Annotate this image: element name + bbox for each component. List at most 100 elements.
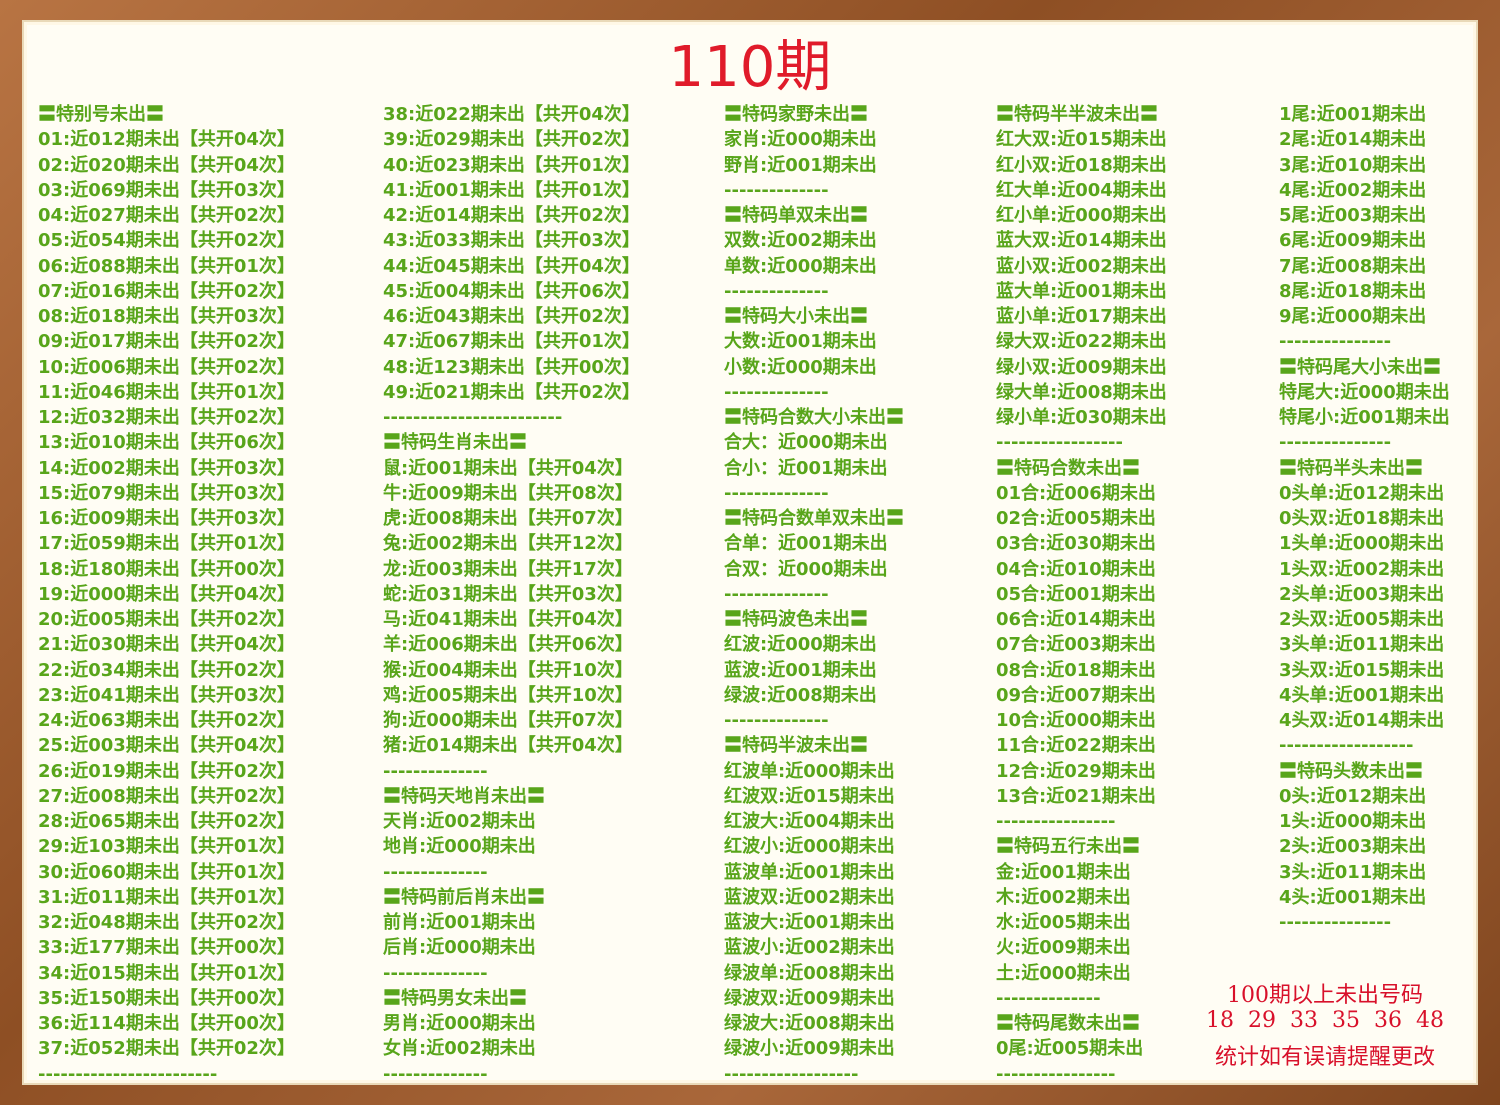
list-line: 13合:近021期未出 bbox=[996, 785, 1156, 807]
list-line: 猴:近004期未出【共开10次】 bbox=[383, 659, 633, 681]
list-line: 0头:近012期未出 bbox=[1279, 785, 1427, 807]
list-line: 09:近017期未出【共开02次】 bbox=[38, 331, 295, 353]
list-line: 47:近067期未出【共开01次】 bbox=[383, 331, 640, 353]
list-line: 33:近177期未出【共开00次】 bbox=[38, 937, 295, 959]
list-line: 8尾:近018期未出 bbox=[1279, 280, 1427, 302]
list-line: 家肖:近000期未出 bbox=[724, 129, 877, 151]
list-line: 红波小:近000期未出 bbox=[724, 836, 895, 858]
list-line: 火:近009期未出 bbox=[996, 937, 1131, 959]
list-line: ---------------- bbox=[996, 1063, 1116, 1085]
list-line: 〓特码头数未出〓 bbox=[1279, 760, 1423, 782]
list-line: 〓特码男女未出〓 bbox=[383, 987, 527, 1009]
list-line: 大数:近001期未出 bbox=[724, 331, 877, 353]
list-line: 蓝大双:近014期未出 bbox=[996, 230, 1167, 252]
list-line: 07:近016期未出【共开02次】 bbox=[38, 280, 295, 302]
list-line: 45:近004期未出【共开06次】 bbox=[383, 280, 640, 302]
list-line: -------------- bbox=[383, 962, 488, 984]
list-line: 41:近001期未出【共开01次】 bbox=[383, 179, 640, 201]
list-line: -------------- bbox=[724, 179, 829, 201]
list-line: 〓特码生肖未出〓 bbox=[383, 432, 527, 454]
list-line: 25:近003期未出【共开04次】 bbox=[38, 735, 295, 757]
list-line: ------------------------ bbox=[383, 407, 563, 428]
list-line: 鸡:近005期未出【共开10次】 bbox=[383, 684, 633, 706]
list-line: 24:近063期未出【共开02次】 bbox=[38, 710, 295, 731]
list-line: 29:近103期未出【共开01次】 bbox=[38, 836, 295, 858]
list-line: ----------------- bbox=[996, 432, 1124, 454]
list-line: -------------- bbox=[724, 381, 829, 403]
list-line: 绿波双:近009期未出 bbox=[724, 987, 895, 1009]
list-line: 3头:近011期未出 bbox=[1279, 861, 1427, 883]
list-line: 红大双:近015期未出 bbox=[996, 129, 1167, 151]
list-line: 28:近065期未出【共开02次】 bbox=[38, 811, 295, 832]
list-line: 3头单:近011期未出 bbox=[1279, 634, 1445, 656]
list-line: 单数:近000期未出 bbox=[724, 255, 877, 277]
list-line: 49:近021期未出【共开02次】 bbox=[383, 381, 640, 403]
list-line: 08合:近018期未出 bbox=[996, 659, 1156, 681]
list-line: 4头:近001期未出 bbox=[1279, 886, 1427, 908]
list-line: -------------- bbox=[724, 280, 829, 302]
list-line: ------------------ bbox=[1279, 735, 1414, 757]
list-line: --------------- bbox=[1279, 912, 1392, 933]
list-line: 地肖:近000期未出 bbox=[383, 836, 536, 858]
list-line: -------------- bbox=[724, 482, 829, 504]
list-line: 31:近011期未出【共开01次】 bbox=[38, 886, 295, 908]
note-line: 18 29 33 35 36 48 bbox=[1206, 1008, 1444, 1033]
list-line: --------------- bbox=[1279, 331, 1392, 353]
list-line: 15:近079期未出【共开03次】 bbox=[38, 482, 295, 504]
list-line: 绿小单:近030期未出 bbox=[996, 407, 1167, 428]
list-line: 32:近048期未出【共开02次】 bbox=[38, 912, 295, 933]
list-line: 34:近015期未出【共开01次】 bbox=[38, 962, 295, 984]
list-line: 野肖:近001期未出 bbox=[724, 154, 877, 176]
list-line: 22:近034期未出【共开02次】 bbox=[38, 659, 295, 681]
list-line: 合双：近000期未出 bbox=[724, 558, 888, 580]
list-line: 土:近000期未出 bbox=[996, 962, 1131, 984]
list-line: 绿大双:近022期未出 bbox=[996, 331, 1167, 353]
list-line: 绿小双:近009期未出 bbox=[996, 356, 1167, 378]
list-line: -------------- bbox=[724, 710, 829, 731]
list-line: 蓝波:近001期未出 bbox=[724, 659, 877, 681]
list-line: 绿波小:近009期未出 bbox=[724, 1038, 895, 1060]
list-line: 02:近020期未出【共开04次】 bbox=[38, 154, 295, 176]
list-line: 〓特码波色未出〓 bbox=[724, 609, 868, 630]
list-line: 46:近043期未出【共开02次】 bbox=[383, 306, 640, 327]
list-line: 12:近032期未出【共开02次】 bbox=[38, 407, 295, 428]
list-line: 04合:近010期未出 bbox=[996, 558, 1156, 580]
list-line: 01:近012期未出【共开04次】 bbox=[38, 129, 295, 151]
list-line: 男肖:近000期未出 bbox=[383, 1013, 536, 1034]
list-line: 牛:近009期未出【共开08次】 bbox=[383, 482, 633, 504]
list-line: -------------- bbox=[996, 987, 1101, 1009]
list-line: 20:近005期未出【共开02次】 bbox=[38, 609, 295, 630]
list-line: 蓝小双:近002期未出 bbox=[996, 255, 1167, 277]
list-line: 蛇:近031期未出【共开03次】 bbox=[383, 583, 633, 605]
list-line: 48:近123期未出【共开00次】 bbox=[383, 356, 640, 378]
list-line: 合小：近001期未出 bbox=[724, 457, 888, 479]
list-line: 蓝波大:近001期未出 bbox=[724, 912, 895, 933]
list-line: 30:近060期未出【共开01次】 bbox=[38, 861, 295, 883]
list-line: 06:近088期未出【共开01次】 bbox=[38, 255, 295, 277]
list-line: 02合:近005期未出 bbox=[996, 508, 1156, 529]
note-line: 统计如有误请提醒更改 bbox=[1214, 1045, 1435, 1070]
list-line: 37:近052期未出【共开02次】 bbox=[38, 1038, 295, 1060]
list-line: ------------------------ bbox=[38, 1063, 218, 1085]
list-line: 0尾:近005期未出 bbox=[996, 1038, 1144, 1060]
list-line: 龙:近003期未出【共开17次】 bbox=[383, 558, 633, 580]
list-line: 5尾:近003期未出 bbox=[1279, 205, 1427, 226]
list-line: 红波大:近004期未出 bbox=[724, 811, 895, 832]
list-line: 2头双:近005期未出 bbox=[1279, 609, 1445, 630]
list-line: 10:近006期未出【共开02次】 bbox=[38, 356, 295, 378]
list-line: -------------- bbox=[383, 861, 488, 883]
list-line: 蓝小单:近017期未出 bbox=[996, 306, 1167, 327]
list-line: 天肖:近002期未出 bbox=[383, 811, 536, 832]
list-line: 红波单:近000期未出 bbox=[724, 760, 895, 782]
list-line: 红波:近000期未出 bbox=[724, 634, 877, 656]
list-line: 2头:近003期未出 bbox=[1279, 836, 1427, 858]
list-line: 小数:近000期未出 bbox=[724, 356, 877, 378]
list-line: 01合:近006期未出 bbox=[996, 482, 1156, 504]
list-line: 红波双:近015期未出 bbox=[724, 785, 895, 807]
list-line: 0头双:近018期未出 bbox=[1279, 508, 1445, 529]
list-line: 〓特码五行未出〓 bbox=[996, 836, 1140, 858]
list-line: 木:近002期未出 bbox=[996, 886, 1131, 908]
list-line: 〓特别号未出〓 bbox=[38, 104, 164, 125]
list-line: 18:近180期未出【共开00次】 bbox=[38, 558, 295, 580]
